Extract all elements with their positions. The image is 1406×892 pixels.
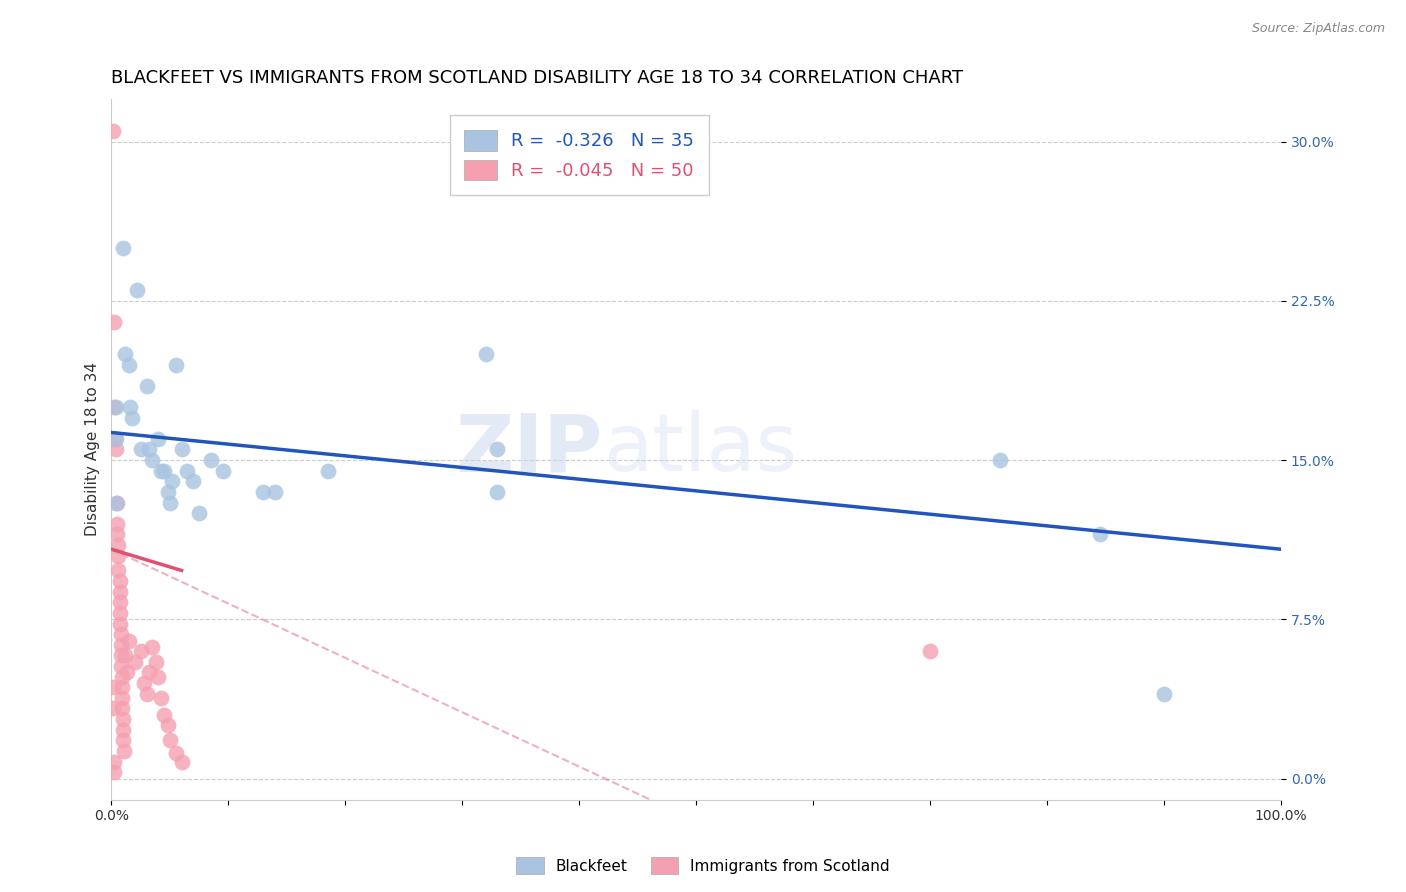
Point <box>176 464 198 478</box>
Point <box>165 358 187 372</box>
Point <box>101 124 124 138</box>
Point <box>101 701 124 715</box>
Point <box>165 746 187 760</box>
Point <box>264 484 287 499</box>
Point <box>118 633 141 648</box>
Point <box>138 442 160 457</box>
Point <box>103 315 125 329</box>
Point <box>108 606 131 620</box>
Point <box>105 400 128 414</box>
Point <box>105 516 128 531</box>
Point <box>107 538 129 552</box>
Point <box>118 358 141 372</box>
Point <box>153 464 176 478</box>
Point <box>108 616 131 631</box>
Point <box>105 495 128 509</box>
Point <box>156 718 179 732</box>
Point <box>1153 687 1175 701</box>
Point <box>149 690 172 705</box>
Point <box>141 453 163 467</box>
Point <box>115 665 138 680</box>
Point <box>103 400 125 414</box>
Point <box>112 733 135 747</box>
Point <box>181 475 204 489</box>
Point <box>920 644 942 658</box>
Point <box>114 347 136 361</box>
Point <box>134 676 156 690</box>
Point <box>990 453 1012 467</box>
Point <box>112 723 135 737</box>
Point <box>121 410 143 425</box>
Point <box>141 640 163 654</box>
Point <box>148 432 170 446</box>
Point <box>162 475 184 489</box>
Point <box>110 638 132 652</box>
Point <box>114 648 136 663</box>
Point <box>148 670 170 684</box>
Point <box>129 442 152 457</box>
Point <box>188 506 211 520</box>
Point <box>170 442 193 457</box>
Text: atlas: atlas <box>603 410 797 489</box>
Point <box>110 627 132 641</box>
Point <box>252 484 274 499</box>
Point <box>112 744 135 758</box>
Point <box>127 283 149 297</box>
Point <box>107 564 129 578</box>
Point <box>105 432 128 446</box>
Point <box>486 484 509 499</box>
Legend: Blackfeet, Immigrants from Scotland: Blackfeet, Immigrants from Scotland <box>510 851 896 880</box>
Point <box>111 690 134 705</box>
Point <box>138 665 160 680</box>
Point <box>105 495 128 509</box>
Text: ZIP: ZIP <box>456 410 603 489</box>
Point <box>105 442 128 457</box>
Point <box>103 765 125 780</box>
Point <box>124 655 146 669</box>
Point <box>110 659 132 673</box>
Y-axis label: Disability Age 18 to 34: Disability Age 18 to 34 <box>86 362 100 536</box>
Point <box>316 464 339 478</box>
Point <box>120 400 142 414</box>
Text: Source: ZipAtlas.com: Source: ZipAtlas.com <box>1251 22 1385 36</box>
Point <box>111 701 134 715</box>
Point <box>145 655 167 669</box>
Point <box>108 584 131 599</box>
Point <box>149 464 172 478</box>
Point <box>486 442 509 457</box>
Point <box>211 464 233 478</box>
Point <box>159 733 181 747</box>
Text: BLACKFEET VS IMMIGRANTS FROM SCOTLAND DISABILITY AGE 18 TO 34 CORRELATION CHART: BLACKFEET VS IMMIGRANTS FROM SCOTLAND DI… <box>111 69 963 87</box>
Point <box>135 687 157 701</box>
Point <box>111 680 134 694</box>
Legend: R =  -0.326   N = 35, R =  -0.045   N = 50: R = -0.326 N = 35, R = -0.045 N = 50 <box>450 115 709 194</box>
Point <box>153 707 176 722</box>
Point <box>159 495 181 509</box>
Point <box>103 755 125 769</box>
Point <box>156 484 179 499</box>
Point <box>112 241 135 255</box>
Point <box>135 378 157 392</box>
Point <box>111 670 134 684</box>
Point <box>110 648 132 663</box>
Point <box>104 432 127 446</box>
Point <box>108 574 131 588</box>
Point <box>101 680 124 694</box>
Point <box>170 755 193 769</box>
Point <box>1088 527 1111 541</box>
Point <box>112 712 135 726</box>
Point <box>105 527 128 541</box>
Point <box>200 453 222 467</box>
Point <box>474 347 496 361</box>
Point <box>129 644 152 658</box>
Point <box>107 549 129 563</box>
Point <box>108 595 131 609</box>
